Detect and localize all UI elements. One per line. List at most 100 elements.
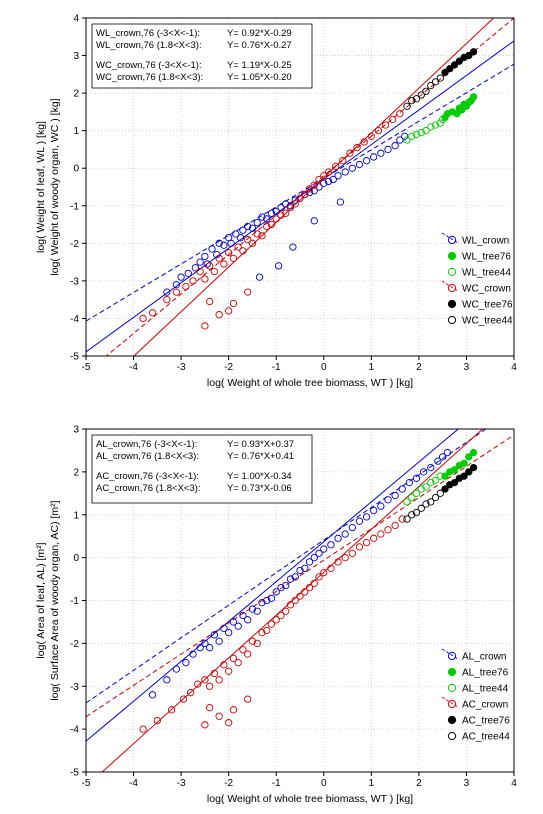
data-point <box>443 448 452 457</box>
data-point <box>277 611 285 620</box>
x-tick-label: 2 <box>416 362 422 373</box>
data-point <box>286 575 295 583</box>
annotation-equation: Y= 0.76*X-0.27 <box>227 40 292 51</box>
data-point <box>320 172 328 180</box>
data-point <box>267 594 276 603</box>
data-point <box>220 241 228 249</box>
legend-marker <box>447 715 457 725</box>
data-point <box>320 179 328 187</box>
data-point <box>436 119 444 127</box>
annotation-equation: Y= 1.05*X-0.20 <box>227 72 292 83</box>
data-point <box>389 115 397 124</box>
data-point <box>225 629 233 637</box>
data-point <box>220 260 228 268</box>
data-point <box>296 194 304 202</box>
data-point <box>370 534 378 542</box>
fit-line <box>105 18 514 356</box>
data-point <box>348 523 356 532</box>
data-point <box>239 611 247 620</box>
data-point <box>291 200 299 208</box>
data-point <box>277 211 285 219</box>
data-point <box>431 121 440 129</box>
x-tick-label: 1 <box>369 362 375 373</box>
data-point <box>163 296 171 304</box>
data-point <box>184 269 192 278</box>
data-point <box>305 558 314 566</box>
x-tick-label: 2 <box>416 778 422 789</box>
y-tick-label: -4 <box>70 725 79 736</box>
data-point <box>465 468 473 476</box>
x-tick-label: 4 <box>511 362 517 373</box>
data-point <box>391 521 399 530</box>
fit-line <box>86 40 514 353</box>
data-point <box>427 123 435 131</box>
data-point <box>436 472 444 480</box>
data-point <box>253 219 261 227</box>
data-point <box>225 719 233 727</box>
data-point <box>203 260 211 268</box>
data-point <box>355 543 364 551</box>
data-point <box>210 631 219 639</box>
data-point <box>439 115 447 124</box>
data-point <box>244 235 252 244</box>
data-point <box>258 598 266 607</box>
data-point <box>229 654 238 663</box>
data-point <box>417 128 425 137</box>
data-point <box>215 239 223 247</box>
data-point <box>396 136 404 144</box>
data-point <box>336 198 345 206</box>
data-point <box>258 629 266 637</box>
data-point <box>384 526 392 534</box>
data-point <box>398 485 406 493</box>
data-point <box>412 489 421 497</box>
data-point <box>215 311 223 319</box>
data-point <box>327 564 335 572</box>
data-point <box>253 639 261 648</box>
data-point <box>422 483 430 491</box>
data-point <box>274 262 283 270</box>
annotation-equation: Y= 0.93*X+0.37 <box>227 439 294 450</box>
data-point <box>201 322 209 330</box>
data-point <box>469 48 478 56</box>
data-point <box>296 592 304 600</box>
y-tick-label: 3 <box>73 425 79 436</box>
data-point <box>441 68 449 77</box>
data-point <box>248 605 257 613</box>
data-point <box>255 273 264 281</box>
data-point <box>324 168 333 176</box>
y-tick-label: 4 <box>73 14 79 25</box>
data-point <box>220 624 228 633</box>
data-point <box>286 204 295 212</box>
annotation-label: AL_crown,76 (1.8<X<3): <box>96 451 199 462</box>
data-point <box>194 680 202 688</box>
data-point <box>148 691 157 699</box>
data-point <box>341 530 349 538</box>
y-tick-label: -5 <box>70 352 79 363</box>
data-point <box>263 222 271 231</box>
data-point <box>469 93 478 101</box>
data-point <box>301 190 309 199</box>
legend-label: WC_tree44 <box>462 316 513 327</box>
data-point <box>367 132 375 140</box>
data-point <box>334 558 342 566</box>
legend-label: WL_tree76 <box>462 252 511 263</box>
data-point <box>446 65 454 73</box>
data-point <box>403 515 411 523</box>
data-point <box>205 644 214 652</box>
x-tick-label: 3 <box>464 362 470 373</box>
data-point <box>291 196 299 204</box>
data-point <box>329 175 337 184</box>
data-point <box>427 498 435 506</box>
legend-marker <box>447 667 457 677</box>
y-tick-label: 2 <box>73 467 79 478</box>
data-point <box>282 209 290 217</box>
y-axis-label: log( Weight of leaf, WL ) [kg] <box>35 121 47 253</box>
data-point <box>213 250 221 259</box>
data-point <box>244 616 252 624</box>
data-point <box>189 277 197 285</box>
data-point <box>263 626 271 635</box>
data-point <box>427 463 435 472</box>
legend-label: WL_tree44 <box>462 268 511 279</box>
legend-label: AL_tree76 <box>462 668 509 679</box>
data-point <box>327 541 335 549</box>
